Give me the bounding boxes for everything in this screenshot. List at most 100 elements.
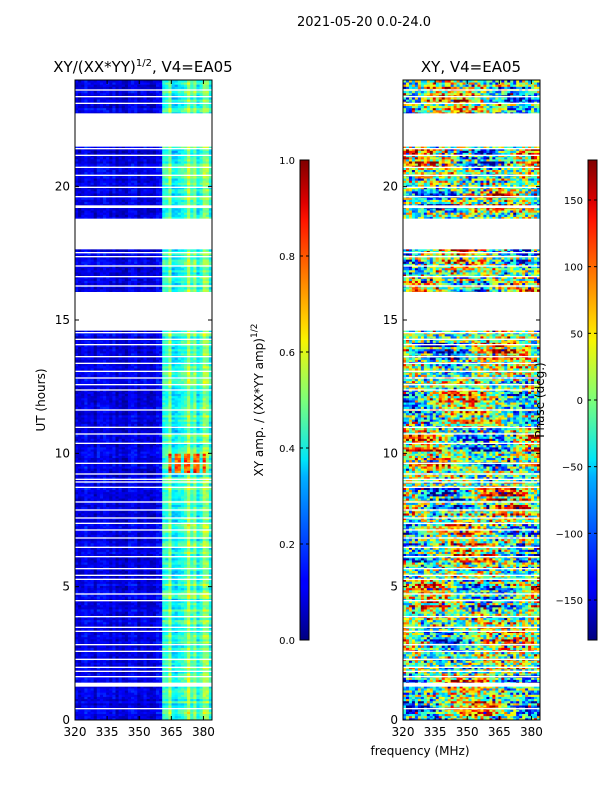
amplitude-cell (140, 705, 144, 708)
amplitude-cell (109, 600, 113, 604)
amplitude-cell (159, 602, 163, 606)
amplitude-cell (146, 551, 151, 554)
amplitude-cell (196, 651, 200, 655)
amplitude-cell (174, 581, 179, 584)
amplitude-cell (199, 519, 204, 522)
amplitude-cell (190, 551, 194, 554)
amplitude-cell (193, 611, 197, 614)
amplitude-cell (140, 572, 144, 576)
amplitude-cell (143, 592, 148, 595)
amplitude-cell (193, 528, 197, 531)
amplitude-cell (162, 638, 166, 642)
amplitude-cell (177, 638, 182, 642)
amplitude-cell (140, 690, 144, 693)
amplitude-cell (180, 570, 185, 574)
amplitude-cell (162, 636, 166, 640)
amplitude-cell (171, 577, 176, 580)
amplitude-cell (84, 617, 88, 621)
amplitude-cell (193, 602, 197, 606)
amplitude-cell (155, 606, 160, 610)
amplitude-cell (140, 596, 144, 599)
amplitude-cell (187, 673, 191, 676)
amplitude-cell (187, 562, 191, 565)
amplitude-cell (205, 553, 210, 557)
amplitude-cell (149, 717, 154, 720)
amplitude-cell (202, 510, 207, 514)
amplitude-cell (162, 581, 166, 584)
amplitude-cell (78, 498, 82, 501)
amplitude-cell (81, 636, 85, 640)
amplitude-cell (78, 694, 82, 697)
amplitude-cell (174, 515, 179, 518)
amplitude-cell (146, 534, 151, 537)
amplitude-cell (90, 673, 95, 676)
amplitude-cell (84, 653, 88, 657)
amplitude-cell (149, 598, 154, 601)
amplitude-cell (96, 662, 101, 665)
amplitude-cell (131, 692, 135, 695)
amplitude-cell (134, 572, 138, 576)
amplitude-cell (137, 692, 141, 695)
amplitude-cell (112, 656, 116, 659)
amplitude-cell (146, 538, 151, 542)
amplitude-cell (131, 574, 135, 578)
amplitude-cell (112, 692, 116, 695)
amplitude-cell (199, 592, 204, 595)
amplitude-cell (165, 594, 169, 597)
amplitude-cell (81, 592, 85, 595)
amplitude-cell (180, 583, 185, 586)
amplitude-cell (177, 600, 182, 604)
amplitude-cell (180, 609, 185, 612)
amplitude-cell (155, 690, 160, 693)
amplitude-cell (96, 568, 101, 572)
amplitude-cell (121, 506, 126, 510)
amplitude-cell (121, 651, 126, 655)
amplitude-cell (196, 553, 200, 557)
amplitude-cell (78, 570, 82, 574)
amplitude-cell (199, 534, 204, 537)
amplitude-cell (112, 611, 116, 614)
amplitude-cell (183, 651, 188, 655)
amplitude-cell (171, 673, 176, 676)
amplitude-cell (137, 634, 141, 638)
amplitude-cell (162, 705, 166, 708)
amplitude-cell (112, 547, 116, 550)
amplitude-cell (177, 596, 182, 599)
amplitude-cell (208, 634, 212, 638)
amplitude-cell (131, 705, 135, 708)
amplitude-cell (127, 636, 132, 640)
amplitude-cell (168, 638, 172, 642)
amplitude-cell (96, 613, 101, 616)
amplitude-cell (118, 636, 123, 640)
amplitude-cell (202, 592, 207, 595)
amplitude-cell (84, 656, 88, 659)
amplitude-cell (168, 692, 172, 695)
amplitude-cell (190, 709, 194, 712)
amplitude-cell (152, 692, 157, 695)
amplitude-cell (96, 583, 101, 586)
amplitude-cell (78, 698, 82, 702)
amplitude-cell (155, 609, 160, 612)
amplitude-cell (183, 685, 188, 689)
amplitude-cell (205, 700, 210, 704)
amplitude-cell (183, 534, 188, 537)
amplitude-cell (193, 670, 197, 674)
amplitude-cell (193, 662, 197, 665)
amplitude-cell (90, 551, 95, 554)
amplitude-cell (165, 579, 169, 582)
amplitude-cell (205, 560, 210, 563)
amplitude-cell (208, 653, 212, 657)
amplitude-cell (106, 713, 110, 717)
amplitude-cell (109, 698, 113, 702)
amplitude-cell (208, 589, 212, 593)
amplitude-cell (109, 664, 113, 668)
amplitude-cell (174, 596, 179, 599)
amplitude-cell (131, 679, 135, 682)
amplitude-cell (190, 579, 194, 582)
amplitude-cell (146, 715, 151, 719)
amplitude-cell (121, 592, 126, 595)
amplitude-cell (177, 696, 182, 700)
amplitude-cell (90, 598, 95, 601)
amplitude-cell (174, 668, 179, 672)
amplitude-cell (202, 673, 207, 676)
